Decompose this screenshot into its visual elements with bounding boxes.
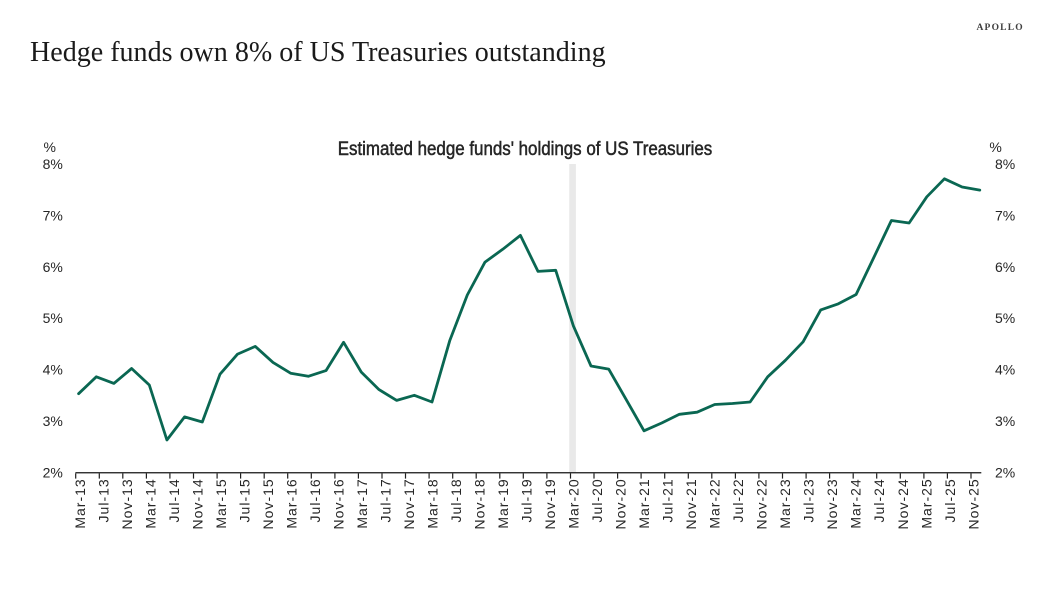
- svg-text:5%: 5%: [43, 310, 63, 326]
- svg-text:Mar-20: Mar-20: [566, 478, 582, 528]
- svg-text:4%: 4%: [43, 362, 63, 378]
- svg-text:4%: 4%: [995, 362, 1015, 378]
- svg-text:Nov-19: Nov-19: [542, 478, 558, 529]
- svg-text:Jul-25: Jul-25: [942, 478, 958, 522]
- svg-text:8%: 8%: [995, 156, 1015, 172]
- svg-text:Jul-16: Jul-16: [307, 478, 323, 522]
- svg-text:Mar-23: Mar-23: [777, 478, 793, 528]
- svg-text:Nov-23: Nov-23: [824, 478, 840, 529]
- svg-text:Nov-13: Nov-13: [119, 478, 135, 529]
- svg-text:8%: 8%: [43, 156, 63, 172]
- svg-text:Mar-25: Mar-25: [918, 478, 934, 528]
- svg-text:Jul-19: Jul-19: [519, 478, 535, 522]
- svg-text:Mar-15: Mar-15: [213, 478, 229, 528]
- svg-text:7%: 7%: [995, 207, 1015, 223]
- svg-text:Nov-24: Nov-24: [895, 478, 911, 529]
- svg-text:Mar-13: Mar-13: [72, 478, 88, 528]
- svg-text:Nov-25: Nov-25: [965, 478, 981, 529]
- svg-text:6%: 6%: [995, 259, 1015, 275]
- svg-text:Nov-22: Nov-22: [754, 478, 770, 529]
- svg-text:Jul-14: Jul-14: [166, 478, 182, 522]
- svg-text:Nov-18: Nov-18: [472, 478, 488, 529]
- svg-text:Jul-20: Jul-20: [589, 478, 605, 522]
- svg-text:3%: 3%: [995, 413, 1015, 429]
- svg-text:Mar-14: Mar-14: [142, 478, 158, 528]
- svg-text:Mar-19: Mar-19: [495, 478, 511, 528]
- svg-text:Jul-15: Jul-15: [237, 478, 253, 522]
- svg-text:Nov-14: Nov-14: [190, 478, 206, 529]
- svg-text:Nov-17: Nov-17: [401, 478, 417, 529]
- svg-text:Jul-13: Jul-13: [95, 478, 111, 522]
- svg-text:2%: 2%: [43, 465, 63, 481]
- svg-text:2%: 2%: [995, 465, 1015, 481]
- svg-text:Mar-18: Mar-18: [425, 478, 441, 528]
- svg-text:3%: 3%: [43, 413, 63, 429]
- svg-text:Mar-17: Mar-17: [354, 478, 370, 528]
- svg-text:Jul-22: Jul-22: [730, 478, 746, 522]
- svg-text:Nov-21: Nov-21: [683, 478, 699, 529]
- svg-text:Mar-16: Mar-16: [284, 478, 300, 528]
- svg-text:Mar-24: Mar-24: [848, 478, 864, 528]
- svg-text:Nov-20: Nov-20: [613, 478, 629, 529]
- svg-text:Mar-21: Mar-21: [636, 478, 652, 528]
- svg-text:Jul-18: Jul-18: [448, 478, 464, 522]
- svg-text:Jul-17: Jul-17: [378, 478, 394, 522]
- svg-text:Nov-15: Nov-15: [260, 478, 276, 529]
- svg-text:Jul-23: Jul-23: [801, 478, 817, 522]
- svg-text:Nov-16: Nov-16: [331, 478, 347, 529]
- svg-text:Jul-24: Jul-24: [871, 478, 887, 522]
- svg-text:6%: 6%: [43, 259, 63, 275]
- svg-text:Jul-21: Jul-21: [660, 478, 676, 522]
- svg-text:5%: 5%: [995, 310, 1015, 326]
- svg-text:7%: 7%: [43, 207, 63, 223]
- svg-text:Mar-22: Mar-22: [707, 478, 723, 528]
